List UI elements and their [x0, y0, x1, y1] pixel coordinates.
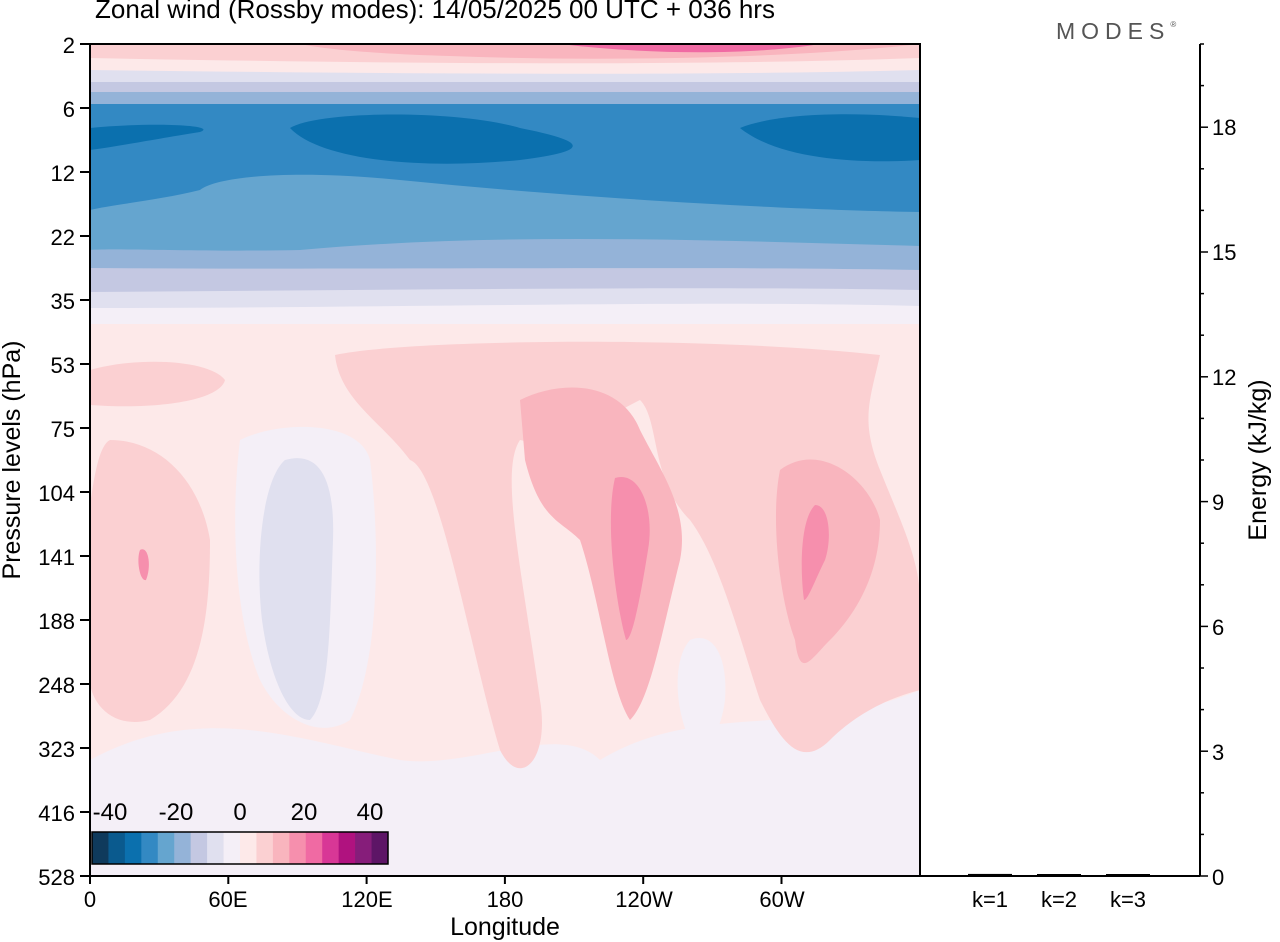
field-band-top-core [560, 44, 820, 53]
x-tick-label: 120E [341, 887, 392, 912]
y-tick-label: 188 [38, 609, 75, 634]
colorbar-cell [272, 832, 290, 864]
modes-logo: MODES® [1056, 18, 1176, 45]
energy-tick-label: 18 [1212, 115, 1236, 140]
colorbar-cell [338, 832, 356, 864]
colorbar-tick-4: 40 [357, 799, 384, 826]
y-axis-label: Pressure levels (hPa) [0, 341, 26, 580]
energy-tick-label: 0 [1212, 865, 1224, 890]
colorbar-cell [92, 832, 109, 864]
y-tick-label: 35 [51, 289, 75, 314]
colorbar-tick-1: -20 [159, 799, 194, 826]
colorbar-cell [124, 832, 142, 864]
colorbar: -40 -20 0 20 40 [91, 799, 389, 865]
x-axis-label: Longitude [450, 913, 560, 941]
energy-category-label: k=2 [1041, 887, 1077, 912]
colorbar-cell [174, 832, 192, 864]
colorbar-cell [190, 832, 208, 864]
x-tick-marks [89, 876, 783, 884]
y-tick-label: 104 [38, 481, 75, 506]
heatmap-field [90, 44, 920, 876]
colorbar-cell [157, 832, 175, 864]
colorbar-cell [322, 832, 340, 864]
colorbar-cell [108, 832, 126, 864]
colorbar-cell [355, 832, 373, 864]
field-trop-e [775, 459, 880, 664]
colorbar-frame [91, 831, 389, 865]
colorbar-cell [207, 832, 225, 864]
y-tick-label: 528 [38, 865, 75, 890]
y-axis: 2 6 12 22 35 53 75 104 141 188 248 323 4… [38, 33, 75, 890]
field-pocket-east [677, 638, 726, 748]
x-tick-label: 180 [487, 887, 524, 912]
chart-title: Zonal wind (Rossby modes): 14/05/2025 00… [95, 0, 775, 24]
y-tick-label: 416 [38, 801, 75, 826]
y-tick-label: 248 [38, 673, 75, 698]
field-trop-a [90, 361, 225, 407]
field-max-b [801, 505, 829, 600]
energy-panel: 0 3 6 9 12 15 18 Energy (kJ/kg) k=1 k=2 … [920, 43, 1272, 912]
colorbar-tick-3: 20 [291, 799, 318, 826]
field-core-west [290, 114, 573, 164]
field-core-east [740, 114, 920, 162]
logo-mark: ® [1170, 20, 1177, 29]
colorbar-tick-0: -40 [93, 799, 128, 826]
colorbar-cell [305, 832, 323, 864]
energy-tick-label: 3 [1212, 740, 1224, 765]
energy-tick-marks [1200, 43, 1208, 877]
y-tick-label: 22 [51, 225, 75, 250]
y-tick-marks [80, 43, 90, 877]
energy-bars [968, 873, 1150, 876]
colorbar-cell [371, 832, 389, 864]
energy-bar [1106, 874, 1150, 876]
x-tick-label: 60E [208, 887, 247, 912]
energy-bar [968, 873, 1012, 876]
colorbar-cell [240, 832, 257, 864]
colorbar-cell [141, 832, 159, 864]
energy-tick-label: 12 [1212, 365, 1236, 390]
field-trop-b [335, 341, 920, 769]
colorbar-cells [92, 832, 389, 864]
energy-axis-label: Energy (kJ/kg) [1244, 379, 1272, 540]
energy-tick-label: 15 [1212, 240, 1236, 265]
field-core-edge [90, 124, 204, 150]
colorbar-cell [256, 832, 274, 864]
y-tick-label: 12 [51, 161, 75, 186]
field-max-a [610, 476, 650, 640]
x-tick-label: 0 [84, 887, 96, 912]
field-trop-c [90, 440, 210, 722]
field-pocket-inner [259, 458, 334, 720]
logo-text: MODES [1056, 18, 1171, 44]
y-tick-label: 75 [51, 417, 75, 442]
y-tick-label: 53 [51, 353, 75, 378]
x-tick-label: 120W [615, 887, 673, 912]
colorbar-cell [289, 832, 307, 864]
heatmap-panel: -40 -20 0 20 40 2 6 12 22 35 53 75 104 1… [0, 33, 921, 941]
energy-category-label: k=1 [972, 887, 1008, 912]
energy-bar [1037, 874, 1081, 876]
colorbar-tick-2: 0 [233, 799, 246, 826]
y-tick-label: 141 [38, 545, 75, 570]
y-tick-label: 2 [63, 33, 75, 58]
energy-tick-label: 9 [1212, 490, 1224, 515]
y-tick-label: 6 [63, 97, 75, 122]
energy-tick-label: 6 [1212, 615, 1224, 640]
y-tick-label: 323 [38, 737, 75, 762]
field-trop-d [520, 387, 682, 720]
field-max-c [138, 549, 149, 581]
x-tick-label: 60W [759, 887, 804, 912]
colorbar-cell [223, 832, 241, 864]
energy-category-label: k=3 [1110, 887, 1146, 912]
